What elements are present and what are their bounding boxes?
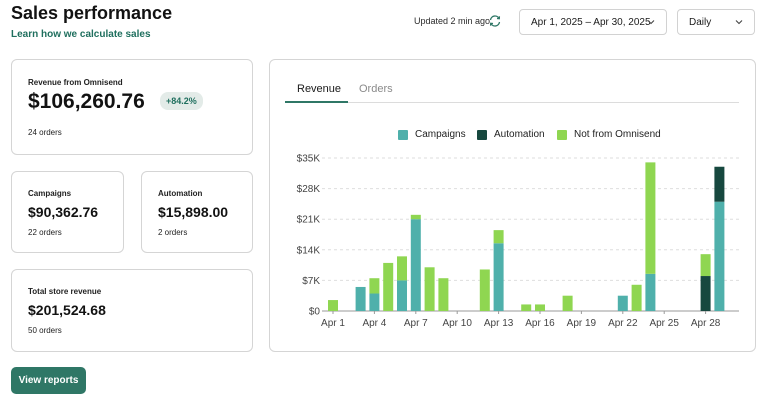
bar-not-from-omnisend (438, 278, 449, 311)
date-range-value: Apr 1, 2025 – Apr 30, 2025 (531, 16, 651, 28)
bar-not-from-omnisend (631, 284, 642, 311)
card-value: $90,362.76 (28, 204, 99, 220)
bar-campaigns (714, 201, 725, 311)
legend-swatch-campaigns (398, 129, 408, 140)
bar-not-from-omnisend (700, 254, 711, 277)
bar-not-from-omnisend (535, 304, 545, 311)
chevron-down-icon (647, 20, 655, 25)
updated-text: Updated 2 min ago (414, 16, 491, 26)
learn-link[interactable]: Learn how we calculate sales (11, 29, 151, 40)
tabs-divider (285, 102, 739, 103)
chart-card: Revenue Orders Campaigns Automation Not … (269, 59, 756, 352)
bar-not-from-omnisend (369, 278, 380, 294)
x-tick-label: Apr 13 (484, 318, 514, 329)
card-label: Campaigns (28, 189, 72, 198)
bar-not-from-omnisend (493, 230, 504, 244)
x-tick-label: Apr 25 (649, 318, 679, 329)
card-orders: 24 orders (28, 128, 62, 137)
tab-active-underline (285, 101, 348, 103)
period-select[interactable]: Daily (677, 9, 755, 35)
page-title: Sales performance (11, 3, 173, 23)
tab-revenue[interactable]: Revenue (297, 83, 342, 95)
chevron-down-icon (735, 20, 743, 25)
card-label: Automation (158, 189, 203, 198)
x-tick-label: Apr 28 (691, 318, 721, 329)
x-tick-label: Apr 1 (321, 318, 345, 329)
card-value: $201,524.68 (28, 302, 106, 318)
bar-campaigns (355, 286, 366, 311)
omnisend-revenue-card: Revenue from Omnisend $106,260.76 +84.2%… (11, 59, 253, 155)
y-tick-label: $7K (302, 276, 320, 287)
bar-not-from-omnisend (562, 295, 573, 311)
card-orders: 22 orders (28, 228, 62, 237)
bar-campaigns (493, 243, 504, 311)
bar-campaigns (617, 295, 628, 311)
y-tick-label: $14K (297, 245, 321, 256)
legend-label-automation: Automation (494, 129, 545, 140)
y-tick-label: $21K (297, 215, 321, 226)
view-reports-button[interactable]: View reports (11, 367, 86, 394)
x-tick-label: Apr 22 (608, 318, 638, 329)
x-tick-label: Apr 4 (362, 318, 386, 329)
tab-orders[interactable]: Orders (359, 83, 393, 95)
y-tick-label: $0 (309, 307, 321, 318)
y-tick-label: $35K (297, 154, 321, 165)
card-value: $106,260.76 (28, 90, 145, 113)
bar-campaigns (410, 219, 421, 311)
legend-label-campaigns: Campaigns (415, 129, 466, 140)
bar-not-from-omnisend (383, 262, 394, 311)
bar-automation (700, 276, 711, 311)
x-tick-label: Apr 7 (404, 318, 428, 329)
card-orders: 50 orders (28, 326, 62, 335)
bar-not-from-omnisend (424, 267, 435, 311)
legend-swatch-not-from-omnisend (557, 129, 567, 140)
x-tick-label: Apr 16 (525, 318, 555, 329)
refresh-icon[interactable] (488, 14, 502, 28)
x-tick-label: Apr 10 (442, 318, 472, 329)
bar-not-from-omnisend (328, 300, 338, 311)
period-value: Daily (689, 16, 712, 28)
card-label: Revenue from Omnisend (28, 78, 123, 87)
growth-badge: +84.2% (160, 92, 203, 110)
bar-campaigns (397, 280, 407, 311)
legend-swatch-automation (477, 129, 487, 140)
y-tick-label: $28K (297, 184, 321, 195)
card-label: Total store revenue (28, 287, 102, 296)
bar-not-from-omnisend (410, 214, 421, 220)
date-range-select[interactable]: Apr 1, 2025 – Apr 30, 2025 (519, 9, 667, 35)
bar-campaigns (369, 293, 380, 311)
legend-label-not-from-omnisend: Not from Omnisend (574, 129, 661, 140)
legend-campaigns[interactable]: Campaigns (398, 129, 466, 140)
bar-not-from-omnisend (645, 162, 656, 274)
card-orders: 2 orders (158, 228, 188, 237)
bar-automation (714, 166, 725, 202)
bar-campaigns (645, 273, 656, 311)
legend-automation[interactable]: Automation (477, 129, 545, 140)
bar-not-from-omnisend (521, 304, 532, 311)
legend-not-from-omnisend[interactable]: Not from Omnisend (557, 129, 661, 140)
automation-card: Automation $15,898.00 2 orders (141, 171, 253, 253)
bar-not-from-omnisend (479, 269, 490, 311)
revenue-chart: $0 $7K $14K $21K $28K $35K Apr 1 Apr 4 Apr 7 Apr … (297, 154, 739, 329)
campaigns-card: Campaigns $90,362.76 22 orders (11, 171, 124, 253)
total-revenue-card: Total store revenue $201,524.68 50 order… (11, 269, 253, 352)
bar-not-from-omnisend (397, 256, 407, 281)
x-tick-label: Apr 19 (567, 318, 597, 329)
card-value: $15,898.00 (158, 204, 229, 220)
